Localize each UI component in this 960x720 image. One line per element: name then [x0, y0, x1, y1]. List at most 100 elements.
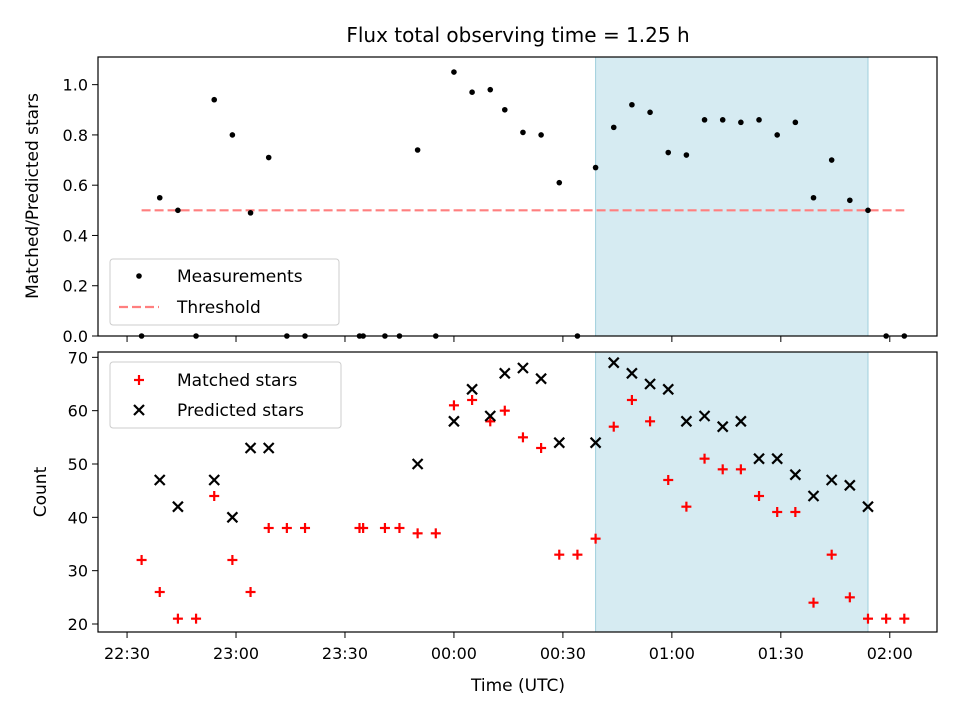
matched-point — [772, 507, 783, 517]
measurement-point — [487, 86, 494, 93]
predicted-point-stroke — [411, 458, 424, 470]
legend-box — [109, 361, 342, 429]
y-tick-label: 30 — [68, 562, 88, 581]
predicted-point-stroke — [499, 367, 511, 380]
predicted-point-stroke — [807, 490, 820, 502]
predicted-point-stroke — [735, 415, 747, 428]
legend-predicted-marker — [133, 404, 145, 416]
y-tick-label: 0.2 — [63, 277, 88, 296]
matched-point — [412, 528, 423, 539]
measurement-point — [265, 154, 272, 161]
y-tick-label: 1.0 — [63, 76, 88, 95]
matched-point — [358, 523, 369, 533]
matched-point — [379, 523, 390, 533]
predicted-point — [662, 383, 675, 396]
measurement-point — [647, 109, 653, 116]
count-panel: 20 30 40 50 60 70 22:30 23:00 23:30 00:00 00:30 01… — [31, 348, 938, 696]
y-tick-label: 40 — [68, 508, 88, 527]
matched-point — [300, 523, 311, 533]
y-tick-label: 0.6 — [63, 176, 88, 195]
predicted-point — [517, 362, 529, 374]
predicted-point-stroke — [535, 372, 547, 385]
predicted-point-stroke — [226, 511, 239, 524]
predicted-point — [771, 452, 783, 465]
matched-point — [136, 555, 147, 565]
matched-point — [881, 613, 892, 624]
matched-point — [899, 613, 910, 624]
legend-label: Measurements — [177, 267, 303, 287]
predicted-point-stroke — [680, 415, 693, 428]
predicted-point — [484, 410, 497, 422]
x-tick-label: 00:00 — [431, 644, 477, 663]
legend-label: Threshold — [176, 298, 261, 318]
measurement-point — [156, 194, 163, 201]
predicted-point-stroke — [466, 383, 478, 396]
measurement-point — [774, 132, 780, 138]
predicted-point-stroke — [789, 468, 802, 481]
legend-label: Predicted stars — [177, 401, 304, 421]
measurement-point — [810, 194, 817, 201]
predicted-point — [844, 479, 856, 492]
highlight-span — [595, 56, 869, 337]
measurement-point — [828, 157, 835, 163]
legend-predicted-marker-stroke — [133, 404, 145, 416]
y-tick-label: 0.0 — [63, 327, 88, 346]
predicted-point-stroke — [862, 500, 874, 513]
predicted-point — [153, 474, 166, 486]
predicted-point-stroke — [553, 436, 566, 449]
predicted-point — [535, 372, 547, 385]
measurement-point — [247, 210, 254, 216]
matched-point — [281, 523, 292, 533]
measurement-point — [451, 69, 457, 75]
predicted-point — [589, 436, 602, 449]
matched-point — [485, 416, 496, 427]
predicted-point — [226, 511, 239, 524]
matched-point — [862, 613, 873, 624]
predicted-point — [448, 415, 460, 428]
measurement-point — [792, 119, 799, 126]
matched-point — [517, 432, 528, 443]
highlight-span — [595, 351, 869, 633]
matched-point — [626, 395, 637, 405]
measurement-point — [211, 96, 218, 103]
measurement-point — [469, 89, 475, 95]
predicted-point-stroke — [698, 410, 711, 422]
x-tick-label: 23:00 — [213, 644, 259, 663]
measurement-point — [629, 101, 635, 108]
predicted-point-stroke — [172, 500, 184, 513]
predicted-point — [680, 415, 693, 428]
measurement-point — [701, 117, 708, 123]
y-axis: 0.0 0.2 0.4 0.6 0.8 1.0 — [63, 76, 98, 346]
matched-point — [263, 523, 274, 533]
y-tick-label: 20 — [68, 615, 88, 634]
plot-frame — [97, 56, 938, 337]
matched-point — [844, 592, 855, 603]
y-tick-label: 0.8 — [63, 126, 88, 145]
chart-title: Flux total observing time = 1.25 h — [346, 23, 689, 47]
predicted-point — [644, 378, 656, 390]
y-axis-label: Count — [31, 466, 51, 517]
measurement-point — [556, 179, 563, 186]
measurement-point — [610, 124, 617, 131]
predicted-point-stroke — [448, 415, 460, 428]
predicted-point — [411, 458, 424, 470]
predicted-point-stroke — [662, 383, 675, 396]
predicted-series — [153, 356, 874, 524]
predicted-point-stroke — [844, 479, 856, 492]
measurement-point — [683, 152, 690, 158]
ratio-panel: 0.0 0.2 0.4 0.6 0.8 1.0 Matched/Predicted sta… — [23, 56, 938, 346]
matched-point — [790, 507, 801, 517]
measurement-point — [414, 147, 421, 153]
y-axis-label: Matched/Predicted stars — [23, 93, 43, 299]
matched-point — [554, 549, 565, 560]
predicted-point-stroke — [484, 410, 497, 422]
predicted-point — [244, 442, 257, 454]
predicted-point-stroke — [517, 362, 529, 374]
predicted-point-stroke — [753, 452, 765, 465]
predicted-point — [466, 383, 478, 396]
measurement-point — [738, 119, 744, 126]
x-axis-label: Time (UTC) — [470, 676, 565, 696]
matched-point — [394, 523, 405, 533]
x-tick-label: 23:30 — [322, 644, 368, 663]
matched-point — [154, 587, 165, 597]
